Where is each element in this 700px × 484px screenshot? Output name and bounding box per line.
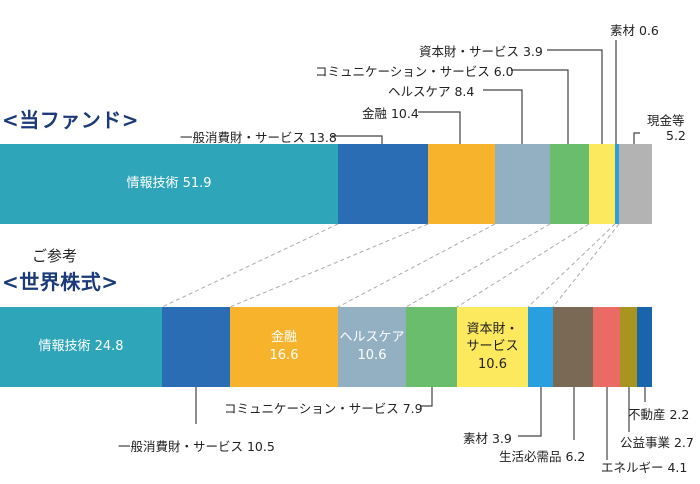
fund-it-label: 情報技術 51.9 bbox=[126, 176, 212, 192]
world-seg-energy bbox=[593, 307, 620, 387]
world-seg-utilities bbox=[620, 307, 637, 387]
world-seg-health: ヘルスケア 10.6 bbox=[338, 307, 406, 387]
world-seg-staples bbox=[553, 307, 593, 387]
fund-seg-it: 情報技術 51.9 bbox=[0, 144, 338, 224]
world-seg-finance: 金融 16.6 bbox=[230, 307, 338, 387]
fund-seg-consumer bbox=[338, 144, 428, 224]
world-capital-name2: サービス bbox=[466, 339, 519, 355]
world-finance-name: 金融 bbox=[270, 330, 297, 346]
world-capital-name1: 資本財・ bbox=[466, 321, 519, 337]
world-capital-value: 10.6 bbox=[478, 356, 507, 372]
fund-stacked-bar: 情報技術 51.9 bbox=[0, 144, 652, 224]
fund-seg-capital bbox=[589, 144, 615, 224]
fund-cash-name: 現金等 bbox=[647, 113, 685, 128]
world-staples-label: 生活必需品 6.2 bbox=[499, 449, 586, 464]
world-stacked-bar: 情報技術 24.8 金融 16.6 ヘルスケア 10.6 資本財・ サービス 1… bbox=[0, 307, 652, 387]
fund-health-label: ヘルスケア 8.4 bbox=[388, 84, 475, 99]
fund-consumer-label: 一般消費財・サービス 13.8 bbox=[180, 130, 337, 145]
fund-seg-cash bbox=[619, 144, 652, 224]
fund-header: <当ファンド> bbox=[2, 108, 140, 132]
world-consumer-label: 一般消費財・サービス 10.5 bbox=[118, 439, 275, 454]
world-seg-materials bbox=[528, 307, 553, 387]
world-realestate-label: 不動産 2.2 bbox=[628, 407, 690, 422]
world-seg-consumer bbox=[162, 307, 230, 387]
fund-materials-label: 素材 0.6 bbox=[610, 23, 659, 38]
world-health-value: 10.6 bbox=[357, 348, 387, 363]
world-finance-value: 16.6 bbox=[269, 348, 299, 363]
world-health-name: ヘルスケア bbox=[339, 330, 405, 346]
reference-note: ご参考 bbox=[32, 247, 78, 265]
world-materials-label: 素材 3.9 bbox=[463, 431, 512, 446]
world-energy-label: エネルギー 4.1 bbox=[601, 460, 688, 475]
world-seg-capital: 資本財・ サービス 10.6 bbox=[457, 307, 528, 387]
fund-capital-label: 資本財・サービス 3.9 bbox=[419, 44, 543, 59]
world-it-label: 情報技術 24.8 bbox=[38, 339, 124, 355]
fund-comm-label: コミュニケーション・サービス 6.0 bbox=[315, 64, 514, 79]
world-header: <世界株式> bbox=[2, 270, 119, 294]
fund-cash-value: 5.2 bbox=[666, 128, 686, 143]
fund-seg-finance bbox=[428, 144, 495, 224]
world-comm-label: コミュニケーション・サービス 7.9 bbox=[224, 401, 423, 416]
fund-seg-health bbox=[495, 144, 550, 224]
fund-seg-comm bbox=[550, 144, 589, 224]
world-seg-realestate bbox=[637, 307, 652, 387]
fund-seg-materials bbox=[615, 144, 619, 224]
world-seg-it: 情報技術 24.8 bbox=[0, 307, 162, 387]
fund-finance-label: 金融 10.4 bbox=[362, 106, 419, 121]
world-utilities-label: 公益事業 2.7 bbox=[620, 435, 694, 450]
world-seg-comm bbox=[406, 307, 457, 387]
